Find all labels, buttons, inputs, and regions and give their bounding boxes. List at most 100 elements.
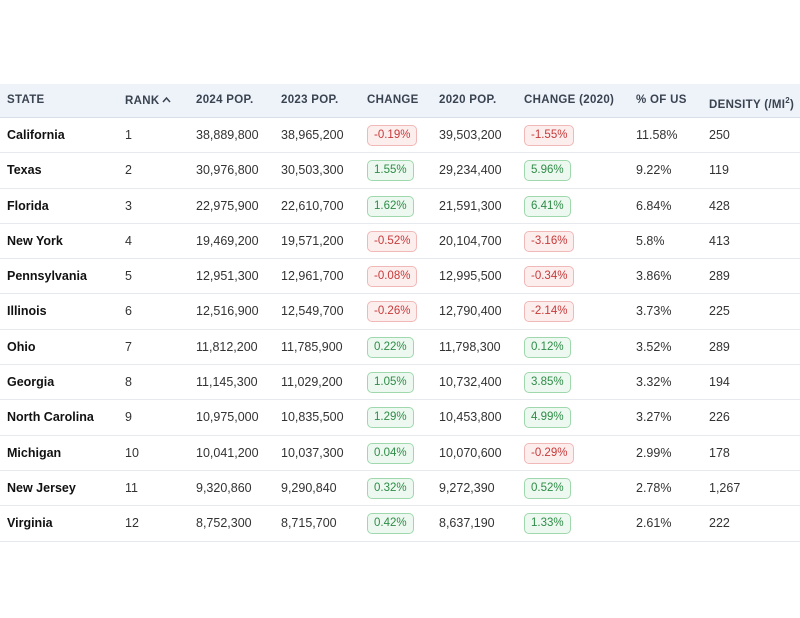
table-row[interactable]: Florida 3 22,975,900 22,610,700 1.62% 21,591,… [0,189,800,224]
pct-us-cell: 3.52% [636,339,672,354]
pop2023-cell: 22,610,700 [281,198,344,213]
header-change2020-label: CHANGE (2020) [524,94,615,106]
rank-cell: 7 [125,339,132,354]
header-rank[interactable]: RANK [125,84,171,118]
header-density-label: DENSITY (/MI [709,99,786,111]
change-badge: 1.62% [367,195,414,217]
table-row[interactable]: Illinois 6 12,516,900 12,549,700 -0.26% 12,79… [0,294,800,330]
change-badge: 0.04% [367,442,414,464]
density-cell: 178 [709,445,730,460]
header-change[interactable]: CHANGE [367,84,419,117]
pop2020-cell: 12,995,500 [439,269,502,284]
header-pop2020-label: 2020 POP. [439,94,497,106]
pop2023-cell: 30,503,300 [281,163,344,178]
pop2020-cell: 11,798,300 [439,339,501,354]
pop2023-cell: 8,715,700 [281,516,337,531]
density-cell: 250 [709,128,730,142]
header-density-close: ) [789,99,795,111]
rank-cell: 6 [125,304,132,319]
pop2024-cell: 11,145,300 [196,375,258,390]
table-row[interactable]: California 1 38,889,800 38,965,200 -0.19% 39,… [0,118,800,154]
pct-us-cell: 3.73% [636,304,672,319]
change-badge: 0.42% [367,513,414,535]
header-pop2020[interactable]: 2020 POP. [439,84,496,117]
pop2024-cell: 22,975,900 [196,198,259,213]
density-cell: 428 [709,198,730,213]
change-badge: 1.05% [367,372,414,394]
table-row[interactable]: Georgia 8 11,145,300 11,029,200 1.05% 10,732,… [0,365,800,401]
change2020-badge: 3.85% [524,372,571,394]
change2020-badge: 6.41% [524,195,571,217]
pct-us-cell: 2.61% [636,516,672,531]
pop2023-cell: 11,785,900 [281,339,343,354]
pop2023-cell: 10,835,500 [281,410,344,425]
pop2020-cell: 10,070,600 [439,445,502,460]
pct-us-cell: 2.78% [636,480,672,495]
change-badge: 0.32% [367,477,414,499]
change2020-badge: 1.33% [524,513,571,535]
pct-us-cell: 2.99% [636,445,672,460]
pct-us-cell: 5.8% [636,233,665,248]
header-rank-label: RANK [125,95,160,107]
rank-cell: 3 [125,198,132,213]
change2020-badge: -2.14% [524,301,575,323]
table-row[interactable]: Texas 2 30,976,800 30,503,300 1.55% 29,234,40… [0,153,800,189]
table-row[interactable]: Michigan 10 10,041,200 10,037,300 0.04% 10,07… [0,436,800,471]
table-row[interactable]: New York 4 19,469,200 19,571,200 -0.52% 20,10… [0,224,800,260]
header-change-label: CHANGE [367,94,419,106]
table-body: California 1 38,889,800 38,965,200 -0.19% 39,… [0,118,800,542]
header-pop2023[interactable]: 2023 POP. [281,84,338,117]
change-badge: -0.19% [367,125,418,146]
header-pop2023-label: 2023 POP. [281,94,339,106]
pop2020-cell: 39,503,200 [439,128,502,142]
density-cell: 119 [709,163,729,178]
pop2024-cell: 12,951,300 [196,269,259,284]
density-cell: 1,267 [709,480,741,495]
pct-us-cell: 11.58% [636,128,678,142]
table-row[interactable]: Ohio 7 11,812,200 11,785,900 0.22% 11,798,300… [0,330,800,366]
table-row[interactable]: Pennsylvania 5 12,951,300 12,961,700 -0.08% 1… [0,259,800,295]
rank-cell: 5 [125,269,132,284]
pop2024-cell: 19,469,200 [196,233,259,248]
header-pop2024-label: 2024 POP. [196,94,254,106]
pop2020-cell: 10,732,400 [439,375,502,390]
pop2020-cell: 12,790,400 [439,304,502,319]
chevron-up-icon [162,84,171,117]
header-pct-us[interactable]: % OF US [636,84,687,117]
change-badge: -0.52% [367,230,418,252]
density-cell: 225 [709,304,730,319]
table-header: STATE RANK 2024 POP. 2023 POP. CHANGE 20… [0,84,800,118]
pct-us-cell: 9.22% [636,163,672,178]
table-row[interactable]: North Carolina 9 10,975,000 10,835,500 1.29%… [0,400,800,436]
change2020-badge: -1.55% [524,125,575,146]
pop2020-cell: 21,591,300 [439,198,502,213]
header-density[interactable]: DENSITY (/MI2) [709,84,794,122]
header-density-sup: 2 [785,96,790,105]
state-cell: North Carolina [7,410,94,425]
pop2023-cell: 9,290,840 [281,480,337,495]
change2020-badge: 4.99% [524,407,571,429]
header-pct-us-label: % OF US [636,94,687,106]
change-badge: -0.26% [367,301,418,323]
pct-us-cell: 3.32% [636,375,672,390]
change-badge: -0.08% [367,266,418,288]
pop2024-cell: 12,516,900 [196,304,259,319]
rank-cell: 11 [125,480,138,495]
change-badge: 1.55% [367,160,414,182]
pop2024-cell: 10,041,200 [196,445,259,460]
rank-cell: 8 [125,375,132,390]
table-row[interactable]: Virginia 12 8,752,300 8,715,700 0.42% 8,637,1… [0,506,800,542]
state-cell: New Jersey [7,480,76,495]
header-pop2024[interactable]: 2024 POP. [196,84,253,117]
pop2023-cell: 38,965,200 [281,128,344,142]
header-change2020[interactable]: CHANGE (2020) [524,84,614,117]
pop2024-cell: 8,752,300 [196,516,252,531]
table-row[interactable]: New Jersey 11 9,320,860 9,290,840 0.32% 9,272… [0,471,800,507]
density-cell: 413 [709,233,730,248]
pct-us-cell: 3.86% [636,269,672,284]
pop2024-cell: 10,975,000 [196,410,259,425]
header-state[interactable]: STATE [7,84,45,117]
population-table: STATE RANK 2024 POP. 2023 POP. CHANGE 20… [0,84,800,542]
state-cell: Pennsylvania [7,269,87,284]
